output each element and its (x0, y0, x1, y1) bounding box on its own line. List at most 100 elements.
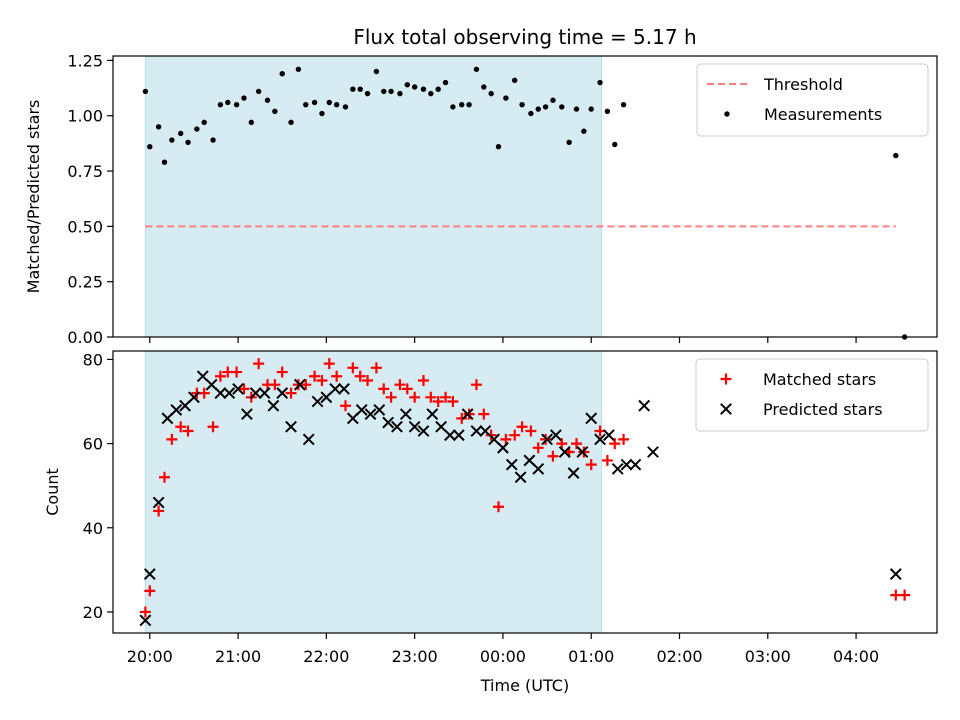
data-point (293, 378, 306, 391)
data-point (285, 420, 297, 433)
data-point (397, 90, 403, 97)
data-point (420, 86, 427, 92)
data-point (525, 425, 537, 437)
data-point (532, 462, 545, 475)
data-point (604, 108, 611, 115)
data-point (459, 101, 465, 108)
data-point (142, 88, 149, 95)
data-point (350, 86, 356, 92)
data-point (210, 137, 216, 143)
data-point (378, 383, 390, 395)
data-point (512, 77, 518, 84)
data-point (597, 79, 603, 86)
data-point (550, 97, 556, 103)
data-point (147, 144, 153, 150)
observing-span (144, 350, 603, 634)
x-tick-label: 22:00 (303, 647, 349, 666)
data-point (647, 446, 659, 458)
data-point (425, 391, 437, 403)
series-predicted-stars (139, 370, 902, 627)
data-point (470, 379, 482, 391)
data-point (447, 396, 459, 408)
data-point (354, 370, 366, 382)
data-point (319, 110, 325, 117)
data-point (394, 379, 406, 391)
data-point (478, 408, 490, 420)
data-point (411, 84, 418, 90)
legend: Matched stars Predicted stars (695, 358, 929, 432)
data-point (488, 90, 494, 97)
y-tick-label: 1.25 (67, 51, 103, 70)
data-point (391, 420, 403, 433)
data-point (612, 141, 618, 148)
data-point (153, 505, 165, 517)
data-point (155, 124, 162, 130)
legend-box (695, 358, 929, 432)
data-point (373, 404, 386, 416)
data-point (566, 139, 572, 145)
data-point (452, 429, 465, 442)
y-tick-label: 20 (83, 603, 103, 622)
data-point (495, 144, 502, 150)
data-point (620, 458, 633, 471)
data-point (573, 106, 580, 112)
data-point (509, 429, 521, 441)
data-point (629, 458, 642, 471)
data-point (889, 568, 902, 580)
legend-box (696, 63, 929, 137)
data-point (556, 438, 568, 450)
data-point (139, 606, 151, 618)
data-point (514, 471, 527, 484)
data-point (333, 101, 340, 108)
data-point (547, 450, 559, 462)
data-point (279, 71, 285, 77)
data-point (473, 66, 480, 72)
data-point (470, 425, 483, 437)
series-measurements (142, 66, 908, 340)
data-point (388, 88, 394, 95)
data-point (440, 391, 452, 403)
x-tick-label: 00:00 (480, 647, 526, 666)
x-tick-label: 02:00 (656, 647, 702, 666)
data-point (408, 420, 421, 433)
data-point (258, 387, 271, 399)
data-point (588, 106, 594, 112)
data-point (500, 433, 512, 445)
data-point (893, 152, 899, 159)
data-point (578, 446, 590, 458)
data-point (516, 421, 528, 433)
y-tick-label: 1.00 (67, 107, 103, 126)
data-point (466, 101, 472, 108)
data-point (311, 99, 318, 106)
data-point (339, 400, 351, 412)
y-tick-label: 0.25 (67, 273, 103, 292)
ratio-panel: 0.00 0.25 0.50 0.75 1.00 1.25 Matched/Predicte… (24, 51, 938, 347)
data-point (269, 379, 281, 391)
data-point (326, 99, 332, 106)
data-point (417, 425, 430, 437)
data-point (620, 101, 627, 108)
data-point (505, 458, 518, 471)
legend: Threshold Measurements (696, 63, 929, 137)
data-point (198, 387, 210, 399)
data-point (232, 382, 244, 395)
x-tick-label: 23:00 (392, 647, 438, 666)
data-point (214, 387, 227, 399)
data-point (519, 101, 525, 108)
data-point (364, 408, 377, 421)
data-point (338, 382, 350, 395)
observing-span (144, 55, 603, 338)
y-tick-label: 80 (83, 350, 103, 369)
data-point (540, 433, 552, 445)
data-point (567, 467, 580, 479)
data-point (461, 408, 474, 421)
data-point (231, 366, 243, 378)
data-point (329, 382, 342, 395)
data-point (541, 433, 553, 446)
data-point (549, 429, 562, 442)
data-point (404, 82, 410, 88)
data-point (601, 454, 613, 466)
data-point (177, 130, 184, 137)
data-point (143, 568, 156, 580)
y-axis-label: Count (43, 468, 62, 516)
